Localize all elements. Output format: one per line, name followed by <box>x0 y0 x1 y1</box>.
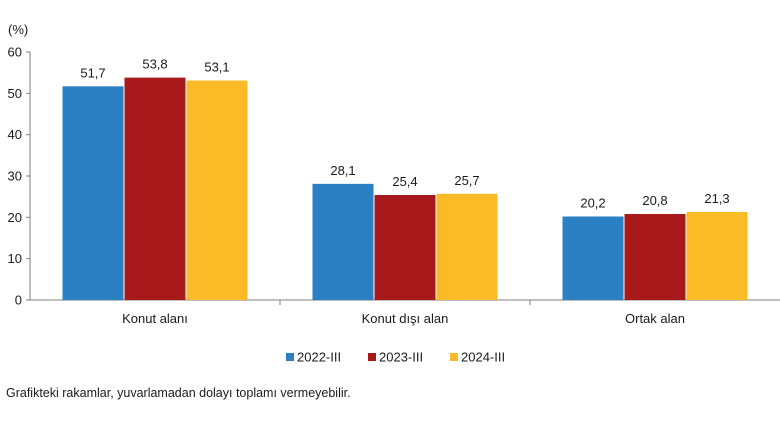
category-label: Ortak alan <box>625 311 685 326</box>
data-label: 21,3 <box>704 191 729 206</box>
bar-2023-III-2 <box>624 214 686 300</box>
bar-2023-III-1 <box>374 195 436 300</box>
chart-labels: 51,7 53,8 53,1 Konut alanı 28,1 25,4 25,7 Konut… <box>80 57 729 326</box>
data-label: 20,2 <box>580 196 605 211</box>
bar-2023-III-0 <box>124 77 186 300</box>
bar-2024-III-1 <box>436 193 498 300</box>
chart-legend: 2022-III 2023-III 2024-III <box>286 350 505 365</box>
y-tick-label: 60 <box>8 45 22 60</box>
category-label: Konut alanı <box>122 311 188 326</box>
y-tick-label: 40 <box>8 127 22 142</box>
data-label: 28,1 <box>330 163 355 178</box>
y-tick-label: 10 <box>8 251 22 266</box>
legend-label: 2023-III <box>379 350 423 365</box>
chart-bars <box>62 77 748 301</box>
legend-label: 2022-III <box>297 350 341 365</box>
data-label: 20,8 <box>642 193 667 208</box>
bar-2024-III-2 <box>686 211 748 300</box>
legend-label: 2024-III <box>461 350 505 365</box>
category-label: Konut dışı alan <box>362 311 449 326</box>
legend-swatch <box>368 353 376 361</box>
data-label: 53,1 <box>204 60 229 75</box>
y-tick-label: 30 <box>8 169 22 184</box>
data-label: 25,7 <box>454 173 479 188</box>
y-unit-label: (%) <box>8 22 28 37</box>
data-label: 53,8 <box>142 57 167 72</box>
legend-swatch <box>450 353 458 361</box>
y-tick-label: 0 <box>15 293 22 308</box>
bar-2022-III-1 <box>312 183 374 300</box>
y-tick-label: 50 <box>8 86 22 101</box>
bar-2022-III-2 <box>562 216 624 300</box>
data-label: 51,7 <box>80 65 105 80</box>
bar-2022-III-0 <box>62 86 124 300</box>
legend-swatch <box>286 353 294 361</box>
data-label: 25,4 <box>392 174 417 189</box>
y-tick-label: 20 <box>8 210 22 225</box>
bar-2024-III-0 <box>186 80 248 301</box>
footnote: Grafikteki rakamlar, yuvarlamadan dolayı… <box>6 386 351 400</box>
